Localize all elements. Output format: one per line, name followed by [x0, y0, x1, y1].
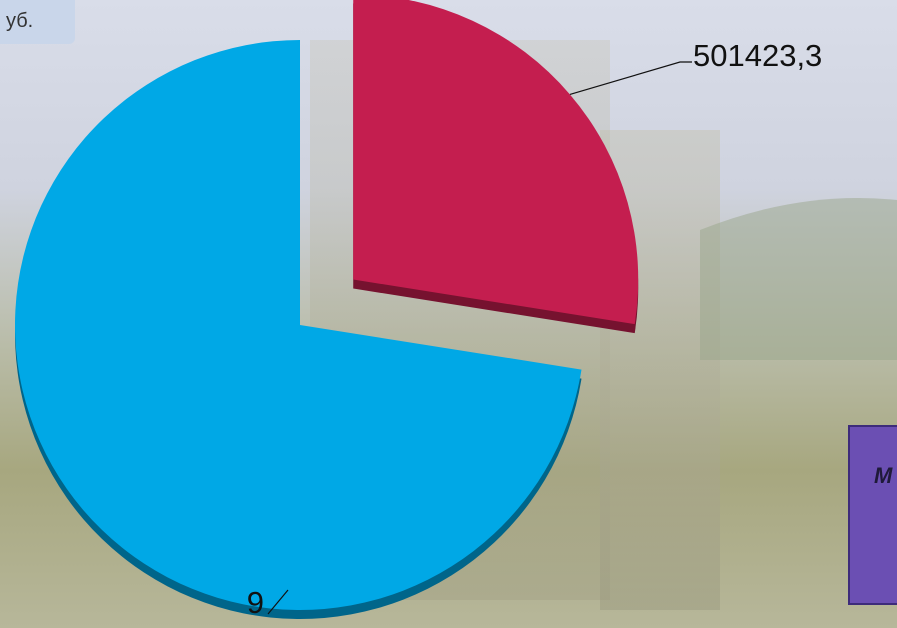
badge: уб. — [0, 0, 75, 44]
leader-line — [267, 589, 289, 615]
slice — [15, 40, 582, 610]
slice — [353, 0, 639, 325]
data-label: 9 — [247, 585, 264, 620]
background-hill — [700, 198, 897, 360]
data-label: 501423,3 — [693, 38, 822, 73]
leader-line — [569, 61, 692, 96]
side-box-text: М — [874, 463, 893, 488]
side-box: М — [848, 425, 897, 605]
